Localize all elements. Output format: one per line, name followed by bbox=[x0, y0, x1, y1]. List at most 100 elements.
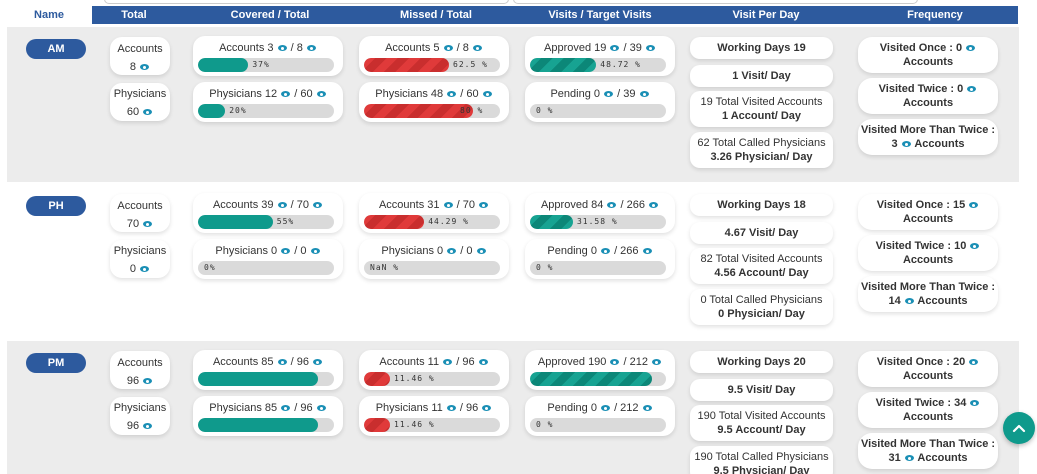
visited-once-unit: Accounts bbox=[902, 56, 954, 68]
physician-per-day: 9.5 Physician/ Day bbox=[713, 465, 810, 474]
eye-icon[interactable] bbox=[143, 109, 153, 116]
total-physicians-value: 0 bbox=[129, 263, 137, 275]
covered-accounts-progress bbox=[198, 372, 334, 386]
total-physicians-label: Physicians bbox=[113, 88, 167, 100]
visits-approved-label: Approved 84 bbox=[540, 199, 604, 211]
visits-pending-percent: 0 % bbox=[536, 420, 554, 429]
working-days: Working Days 19 bbox=[717, 42, 806, 54]
eye-icon[interactable] bbox=[472, 45, 482, 52]
eye-icon[interactable] bbox=[281, 248, 291, 255]
eye-icon[interactable] bbox=[277, 359, 287, 366]
eye-icon[interactable] bbox=[277, 45, 287, 52]
eye-icon[interactable] bbox=[140, 64, 150, 71]
filter-input-left[interactable] bbox=[104, 0, 509, 4]
visited-once-box: Visited Once : 15 Accounts bbox=[858, 194, 998, 230]
eye-icon[interactable] bbox=[446, 405, 456, 412]
eye-icon[interactable] bbox=[967, 86, 977, 93]
visit-per-day: 1 Visit/ Day bbox=[732, 70, 791, 82]
filter-input-right[interactable] bbox=[513, 0, 918, 4]
working-days: Working Days 20 bbox=[717, 356, 806, 368]
visit-day-box: 9.5 Visit/ Day bbox=[690, 379, 833, 401]
missed-physicians-total: / 0 bbox=[460, 245, 473, 257]
eye-icon[interactable] bbox=[143, 221, 153, 228]
covered-accounts-progress: 55% bbox=[198, 215, 334, 229]
eye-icon[interactable] bbox=[478, 359, 488, 366]
working-days: Working Days 18 bbox=[717, 199, 806, 211]
eye-icon[interactable] bbox=[143, 423, 153, 430]
eye-icon[interactable] bbox=[443, 359, 453, 366]
physician-per-day: 0 Physician/ Day bbox=[718, 308, 805, 320]
covered-physicians-percent: 0% bbox=[204, 263, 216, 272]
eye-icon[interactable] bbox=[970, 243, 980, 250]
eye-icon[interactable] bbox=[316, 91, 326, 98]
missed-accounts: Accounts 11 / 96 11.46 % bbox=[359, 350, 509, 390]
eye-icon[interactable] bbox=[479, 202, 489, 209]
row-name-badge[interactable]: AM bbox=[26, 39, 86, 59]
visits-pending-total: / 212 bbox=[614, 402, 639, 414]
covered-physicians-percent: 20% bbox=[229, 106, 247, 115]
header-visit-per-day: Visit Per Day bbox=[732, 9, 800, 21]
eye-icon[interactable] bbox=[443, 202, 453, 209]
total-physicians-label: Physicians bbox=[113, 402, 167, 414]
eye-icon[interactable] bbox=[143, 378, 153, 385]
scroll-top-button[interactable] bbox=[1003, 412, 1035, 444]
row-name-badge[interactable]: PM bbox=[26, 353, 86, 373]
eye-icon[interactable] bbox=[639, 91, 649, 98]
covered-accounts-label: Accounts 39 bbox=[212, 199, 274, 211]
covered-accounts-percent: 37% bbox=[252, 60, 270, 69]
row-group-am: AM Accounts 8 Physicians 60 Accounts 3 / 8 … bbox=[7, 27, 1019, 182]
eye-icon[interactable] bbox=[277, 202, 287, 209]
row-name-badge[interactable]: PH bbox=[26, 196, 86, 216]
eye-icon[interactable] bbox=[482, 405, 492, 412]
eye-icon[interactable] bbox=[447, 91, 457, 98]
visits-pending-label: Pending 0 bbox=[547, 402, 597, 414]
eye-icon[interactable] bbox=[610, 45, 620, 52]
eye-icon[interactable] bbox=[642, 405, 652, 412]
eye-icon[interactable] bbox=[140, 266, 150, 273]
eye-icon[interactable] bbox=[281, 405, 291, 412]
eye-icon[interactable] bbox=[447, 248, 457, 255]
eye-icon[interactable] bbox=[904, 298, 914, 305]
eye-icon[interactable] bbox=[645, 45, 655, 52]
eye-icon[interactable] bbox=[904, 455, 914, 462]
visit-day-box: 4.67 Visit/ Day bbox=[690, 222, 833, 244]
eye-icon[interactable] bbox=[969, 202, 979, 209]
eye-icon[interactable] bbox=[281, 91, 291, 98]
eye-icon[interactable] bbox=[313, 202, 323, 209]
eye-icon[interactable] bbox=[313, 359, 323, 366]
missed-accounts: Accounts 31 / 70 44.29 % bbox=[359, 193, 509, 233]
visits-approved-progress-fill bbox=[530, 372, 652, 386]
eye-icon[interactable] bbox=[642, 248, 652, 255]
eye-icon[interactable] bbox=[601, 248, 610, 255]
visited-more-box: Visited More Than Twice : 14 Accounts bbox=[858, 276, 998, 312]
missed-physicians-total: / 96 bbox=[459, 402, 479, 414]
eye-icon[interactable] bbox=[310, 248, 320, 255]
eye-icon[interactable] bbox=[607, 202, 617, 209]
eye-icon[interactable] bbox=[316, 405, 326, 412]
eye-icon[interactable] bbox=[901, 141, 911, 148]
eye-icon[interactable] bbox=[482, 91, 492, 98]
eye-icon[interactable] bbox=[649, 202, 659, 209]
visits-approved-progress bbox=[530, 372, 666, 386]
eye-icon[interactable] bbox=[604, 91, 614, 98]
eye-icon[interactable] bbox=[652, 359, 662, 366]
covered-accounts: Accounts 3 / 8 37% bbox=[193, 36, 343, 76]
eye-icon[interactable] bbox=[443, 45, 453, 52]
eye-icon[interactable] bbox=[476, 248, 486, 255]
eye-icon[interactable] bbox=[966, 45, 976, 52]
visited-more: Visited More Than Twice : bbox=[860, 124, 996, 136]
eye-icon[interactable] bbox=[970, 400, 980, 407]
eye-icon[interactable] bbox=[306, 45, 316, 52]
eye-icon[interactable] bbox=[610, 359, 620, 366]
visits-approved-total: / 39 bbox=[623, 42, 642, 54]
missed-accounts-progress: 44.29 % bbox=[364, 215, 500, 229]
visits-pending: Pending 0 / 212 0 % bbox=[525, 396, 675, 436]
eye-icon[interactable] bbox=[969, 359, 979, 366]
missed-physicians-progress-fill bbox=[364, 418, 390, 432]
missed-accounts-total: / 70 bbox=[456, 199, 475, 211]
visited-once-box: Visited Once : 0 Accounts bbox=[858, 37, 998, 73]
eye-icon[interactable] bbox=[601, 405, 610, 412]
missed-accounts-percent: 44.29 % bbox=[428, 217, 469, 226]
visits-approved-percent: 48.72 % bbox=[600, 60, 641, 69]
visited-once: Visited Once : 15 bbox=[876, 199, 966, 211]
